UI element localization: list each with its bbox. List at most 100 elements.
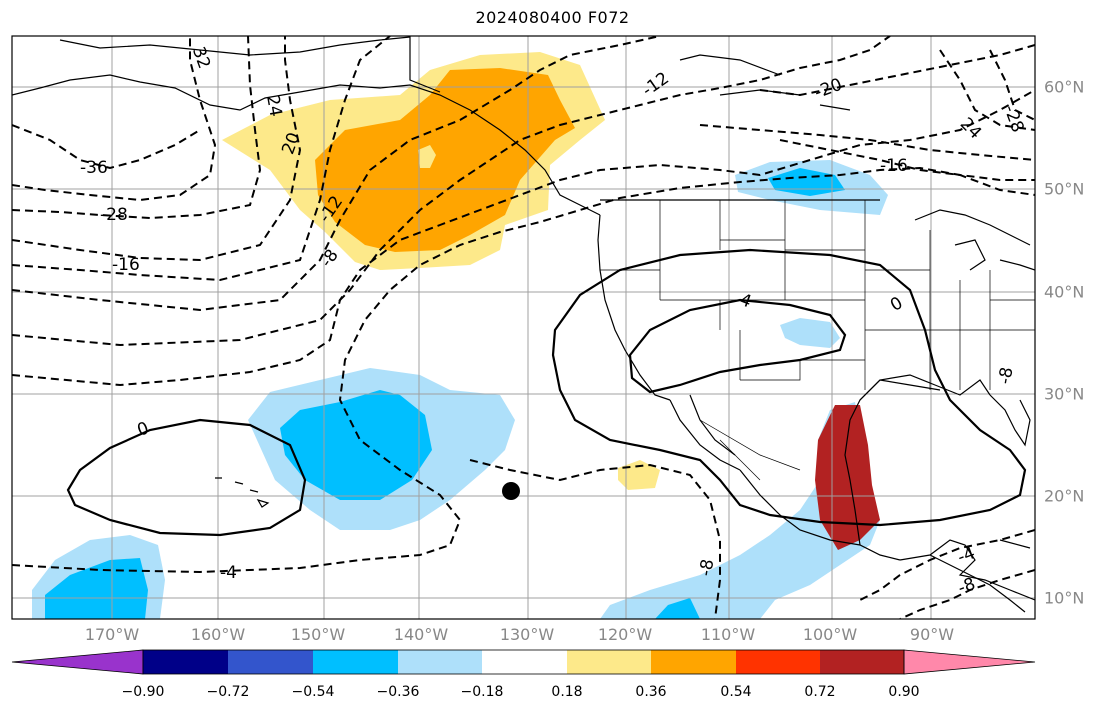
height-contours-dashed [12,36,1035,619]
contour-4 [12,166,1035,574]
contour-label: 24 [956,114,985,143]
colorbar-bin [228,650,313,674]
colorbar-tick-label: −0.36 [376,684,420,700]
cuba [999,539,1031,549]
contour-8 [12,89,1035,387]
us-canada-border-line [409,36,441,93]
contour-24 [12,36,302,262]
map-title: 2024080400 F072 [475,8,630,27]
colorbar-bin [651,650,736,674]
contour-16-north [779,139,1035,196]
contour-4-east [859,529,1035,601]
longitude-label: 90°W [909,625,955,644]
latitude-label: 30°N [1044,384,1085,404]
contour-28-ne [989,49,1035,121]
colorbar-tick-label: 0.18 [551,684,583,700]
contour-label: -4 [220,563,237,583]
longitude-label: 170°W [84,625,140,644]
contour-12 [12,36,891,347]
lat-lon-grid [12,36,1035,619]
contour-36 [12,124,201,170]
contour-0-mexico [551,248,1027,527]
contour-label: 0 [887,293,906,316]
contour-label: -28 [999,102,1027,135]
latitude-label: 20°N [1044,486,1085,506]
contour-label: -36 [80,158,108,178]
contour-label: -12 [639,68,673,100]
latitude-label: 50°N [1044,179,1085,199]
longitude-label: 160°W [190,625,246,644]
mexico-gulf-coast [844,379,941,546]
negative-anomaly-weak-mexico [600,402,880,619]
colorbar-tick-label: −0.90 [121,684,165,700]
contour-label: -8 [696,558,719,578]
yucatan [899,539,1035,601]
contour-8-east [899,569,1035,619]
colorbar-bin [482,650,567,674]
colorbar-bin [820,650,904,674]
contour-label: -16 [880,156,908,176]
contour-label: -28 [100,205,128,225]
negative-anomaly-moderate-sw [45,558,148,619]
colorbar-tick-label: 0.72 [804,684,836,700]
contour-label: 24 [262,93,285,118]
colorbar-bin [567,650,651,674]
contour-label: -8 [995,366,1018,386]
contour-4-southwest [628,298,847,394]
colorbar-max-extension [903,649,1036,675]
storm-center-marker [502,482,520,500]
alaska-coast [12,74,601,216]
florida [989,394,1031,447]
negative-anomaly-weak-southwest-us [780,318,840,348]
positive-anomaly-weak-hole [418,145,436,168]
longitude-label: 120°W [597,625,653,644]
colorbar-tick-label: 0.36 [635,684,667,700]
colorbar-bin [313,650,398,674]
latitude-label: 60°N [1044,77,1085,97]
central-america [929,554,1026,613]
height-contours-solid [66,248,1027,537]
longitude-label: 100°W [802,625,858,644]
colorbar-bin [398,650,482,674]
baja [669,394,741,471]
colorbar-tick-label: 0.54 [720,684,752,700]
negative-anomaly-moderate-mexico [655,598,700,619]
latitude-label: 10°N [1044,588,1085,608]
contour-label: -8 [955,574,978,599]
contour-0-hawaii [66,418,307,537]
state-borders [600,200,1035,481]
colorbar-bin [736,650,820,674]
contour-12-north [699,124,1035,161]
colorbar-tick-label: −0.54 [291,684,335,700]
longitude-label: 130°W [499,625,555,644]
colorbar [11,649,1036,675]
great-lakes [914,209,1035,271]
contour-32 [12,36,217,202]
positive-anomaly-weak-gulf [815,405,880,550]
longitude-label: 110°W [700,625,756,644]
contour-16 [12,36,661,312]
contour-label: -4 [955,543,978,568]
mexico-west-coast [739,469,901,561]
colorbar-tick-label: −0.72 [206,684,250,700]
positive-anomaly-moderate [315,68,575,252]
contour-label: -20 [812,75,845,103]
colorbar-min-extension [11,649,144,675]
colorbar-tick-label: 0.90 [888,684,920,700]
map-frame [11,35,1036,620]
positive-anomaly-weak-small [618,460,660,490]
negative-anomaly-moderate-central [280,390,432,500]
longitude-label: 150°W [290,625,346,644]
contour-28 [12,36,262,220]
contour-20 [12,36,391,282]
coastlines [12,36,1035,613]
contour-24-ne [939,49,1035,131]
hawaii-islands [215,477,270,508]
colorbar-tick-label: −0.18 [460,684,504,700]
us-west-coast [597,214,671,401]
gulf-coast-us [859,374,991,401]
contour-label: -16 [112,255,140,275]
alaska-north [59,36,411,56]
contour-20-ne [759,44,1035,97]
